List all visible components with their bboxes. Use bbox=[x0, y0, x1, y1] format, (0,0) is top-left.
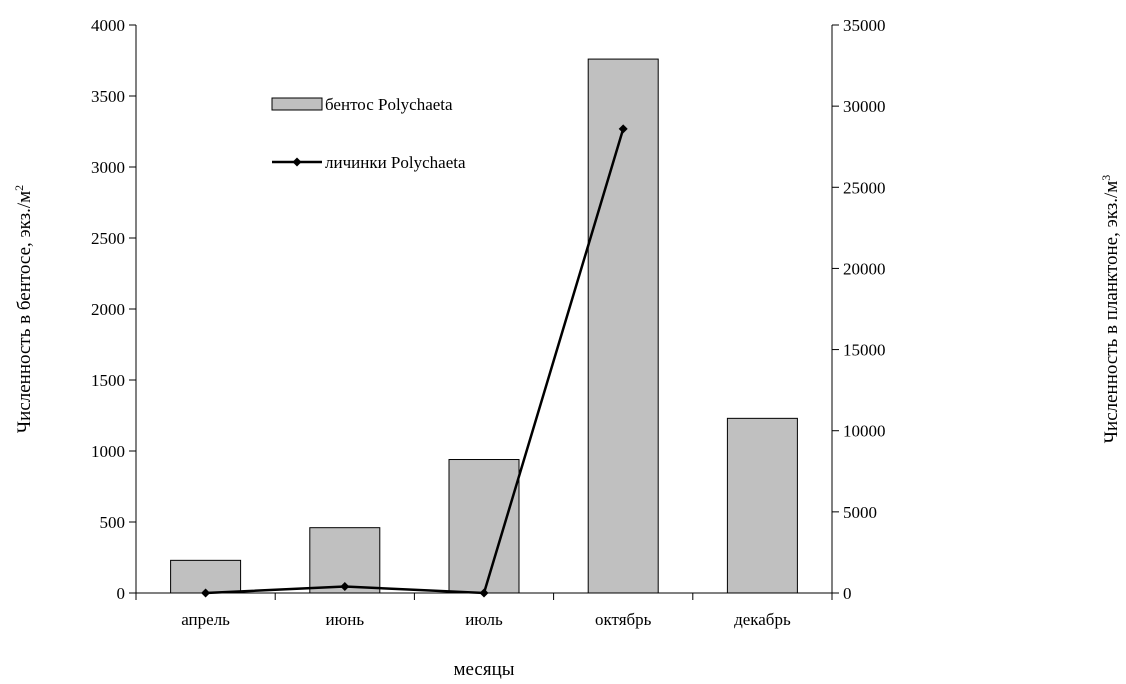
y-tick-label: 500 bbox=[100, 513, 126, 532]
y-axis-ticks: 0 500 1000 1500 2000 2500 3000 3500 4000 bbox=[91, 16, 136, 603]
line-series bbox=[201, 124, 628, 598]
x-tick-label: декабрь bbox=[734, 610, 791, 629]
y2-tick-label: 20000 bbox=[843, 259, 886, 278]
x-tick-label: июль bbox=[465, 610, 503, 629]
x-tick-label: октябрь bbox=[595, 610, 652, 629]
y-axis-title-superscript: 2 bbox=[12, 185, 26, 191]
y2-tick-label: 10000 bbox=[843, 422, 886, 441]
y2-axis-title-superscript: 3 bbox=[1099, 175, 1113, 181]
y2-axis-ticks: 0 5000 10000 15000 20000 25000 30000 35000 bbox=[832, 16, 886, 603]
bar bbox=[170, 559, 242, 594]
bar bbox=[587, 58, 659, 594]
y-tick-label: 1500 bbox=[91, 371, 125, 390]
x-axis-title: месяцы bbox=[453, 659, 514, 680]
x-tick-label: июнь bbox=[325, 610, 364, 629]
y2-tick-label: 0 bbox=[843, 584, 852, 603]
bar bbox=[309, 527, 381, 594]
y2-tick-label: 35000 bbox=[843, 16, 886, 35]
y-tick-label: 3000 bbox=[91, 158, 125, 177]
bar-series bbox=[170, 58, 798, 594]
y2-tick-label: 5000 bbox=[843, 503, 877, 522]
legend-line-marker bbox=[292, 157, 302, 167]
y2-axis-title-text: Численность в планктоне, экз./м bbox=[1101, 181, 1122, 444]
y-tick-label: 2500 bbox=[91, 229, 125, 248]
x-axis-ticks: апрель июнь июль октябрь декабрь bbox=[135, 593, 833, 629]
y2-tick-label: 30000 bbox=[843, 97, 886, 116]
y-tick-label: 0 bbox=[117, 584, 126, 603]
legend-bar-label: бентос Polychaeta bbox=[325, 95, 453, 114]
legend: бентос Polychaeta личинки Polychaeta bbox=[271, 95, 466, 172]
bar bbox=[448, 459, 520, 594]
legend-bar-swatch bbox=[271, 97, 323, 111]
x-tick-label: апрель bbox=[181, 610, 230, 629]
legend-line-label: личинки Polychaeta bbox=[325, 153, 466, 172]
y-tick-label: 4000 bbox=[91, 16, 125, 35]
line-point bbox=[201, 588, 211, 598]
y2-axis-title: Численность в планктоне, экз./м3 bbox=[1099, 175, 1122, 444]
line-point bbox=[479, 588, 489, 598]
bar bbox=[726, 417, 798, 594]
y-axis-title: Численность в бентосе, экз./м2 bbox=[12, 185, 35, 433]
y-axis-title-text: Численность в бентосе, экз./м bbox=[14, 191, 35, 433]
line-path bbox=[205, 128, 625, 595]
y-tick-label: 2000 bbox=[91, 300, 125, 319]
y-tick-label: 1000 bbox=[91, 442, 125, 461]
line-point bbox=[340, 582, 350, 592]
y2-tick-label: 15000 bbox=[843, 341, 886, 360]
y-tick-label: 3500 bbox=[91, 87, 125, 106]
line-point bbox=[618, 124, 628, 134]
y2-tick-label: 25000 bbox=[843, 178, 886, 197]
